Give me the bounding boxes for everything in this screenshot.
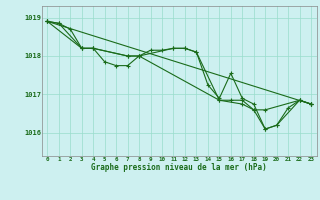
X-axis label: Graphe pression niveau de la mer (hPa): Graphe pression niveau de la mer (hPa) <box>91 163 267 172</box>
